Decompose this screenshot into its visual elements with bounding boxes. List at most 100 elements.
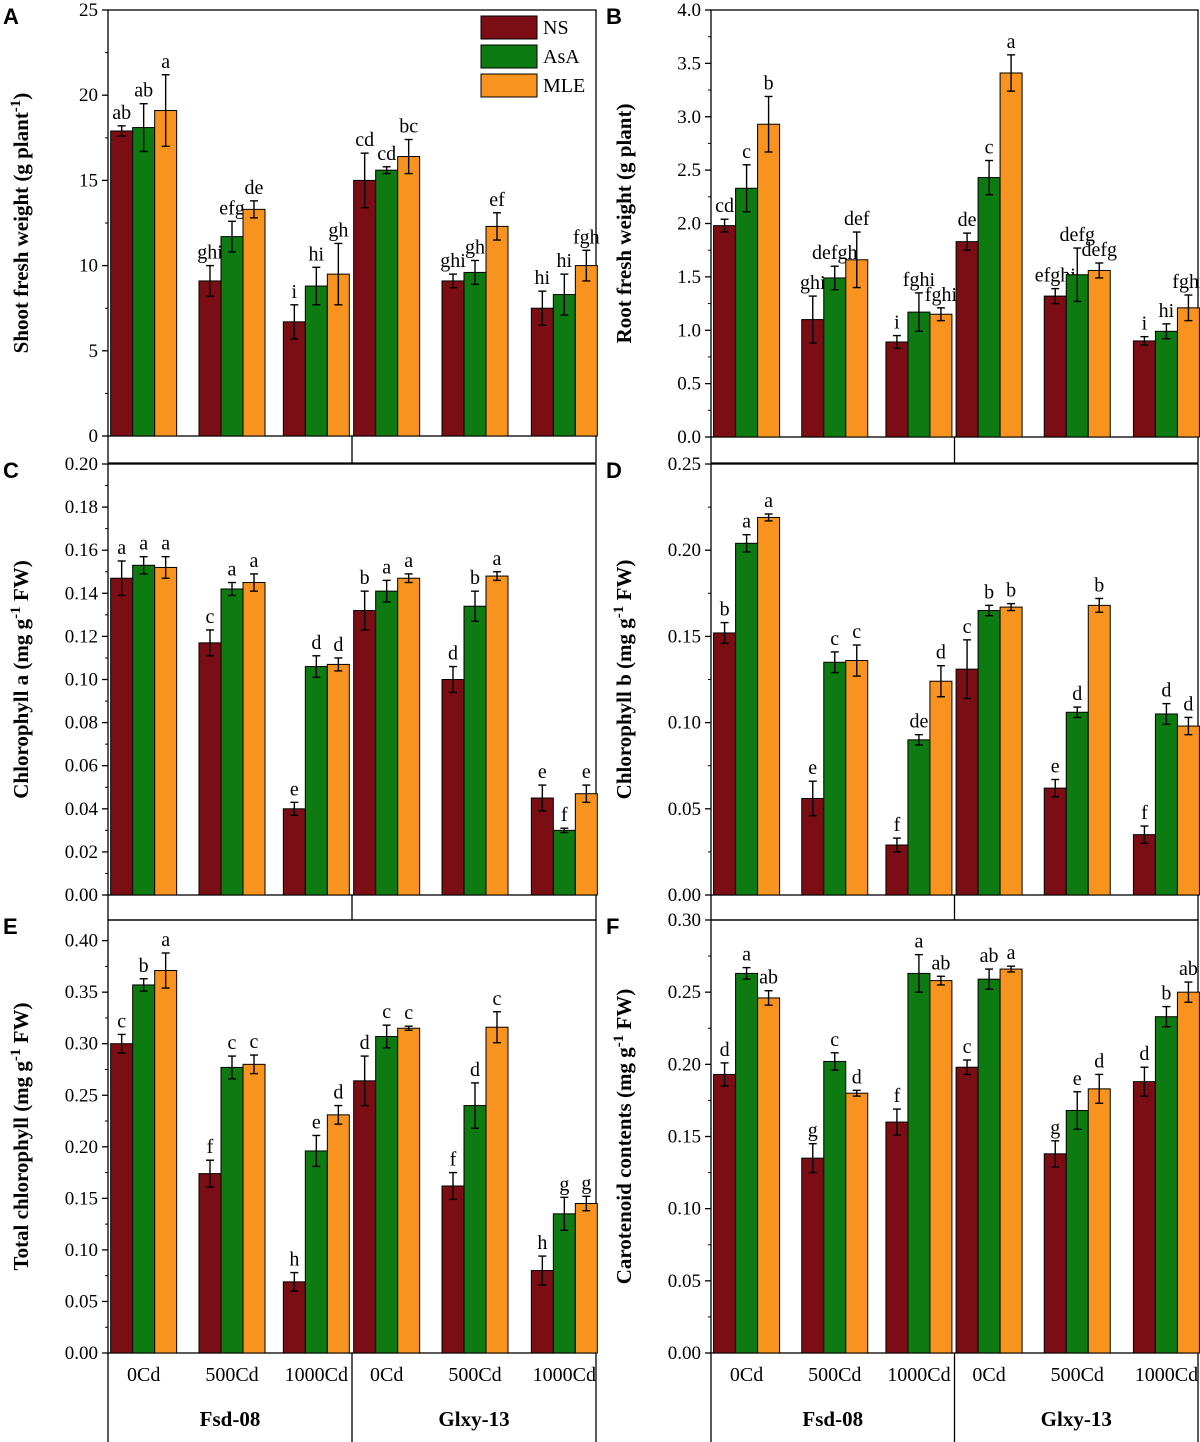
significance-label: d: [1139, 1043, 1149, 1065]
legend-swatch-mle: [480, 73, 538, 98]
significance-label: e: [582, 761, 591, 783]
bar-ns-4: [353, 610, 377, 896]
y-tick-label: 0.20: [668, 540, 701, 561]
significance-label: b: [139, 955, 149, 977]
significance-label: f: [894, 1085, 901, 1107]
significance-label: c: [228, 1032, 237, 1054]
bar-asa-3: [304, 1150, 328, 1354]
significance-label: a: [914, 931, 923, 953]
y-tick-label: 0.30: [668, 910, 701, 931]
y-tick-label: 0.02: [65, 842, 98, 863]
bar-asa-4: [977, 978, 1001, 1354]
bar-mle-4: [999, 606, 1023, 896]
bar-ns-2: [198, 1173, 222, 1354]
bar-ns-3: [885, 1121, 909, 1354]
bar-mle-3: [929, 980, 953, 1354]
y-tick-label: 0.00: [668, 1343, 701, 1364]
bar-mle-1: [154, 970, 178, 1354]
significance-label: d: [470, 1059, 480, 1081]
legend-swatch-asa: [480, 44, 538, 69]
y-tick-label: 2.5: [677, 160, 701, 181]
bar-asa-5: [1065, 711, 1089, 896]
significance-label: cd: [715, 195, 734, 217]
y-tick-label: 0.10: [65, 1240, 98, 1261]
y-tick-label: 0.10: [668, 1199, 701, 1220]
bar-asa-4: [375, 1035, 399, 1354]
bar-asa-5: [463, 271, 487, 437]
y-tick-label: 0.12: [65, 626, 98, 647]
y-tick-label: 0.10: [668, 713, 701, 734]
bar-asa-6: [1154, 1016, 1178, 1354]
y-tick-label: 2.0: [677, 214, 701, 235]
y-tick-label: 0.35: [65, 982, 98, 1003]
significance-label: e: [290, 778, 299, 800]
legend-label-asa: AsA: [543, 46, 580, 68]
significance-label: e: [538, 761, 547, 783]
significance-label: c: [742, 141, 751, 163]
bar-asa-2: [220, 588, 244, 896]
bar-mle-1: [757, 123, 781, 438]
bar-mle-2: [845, 660, 869, 896]
bar-mle-5: [1087, 269, 1111, 438]
significance-label: c: [250, 1031, 259, 1053]
bar-ns-1: [110, 130, 134, 437]
bar-mle-4: [397, 1027, 421, 1354]
significance-label: a: [382, 556, 391, 578]
significance-label: c: [963, 1036, 972, 1058]
bar-ns-4: [955, 1066, 979, 1354]
significance-label: defg: [1081, 239, 1117, 261]
significance-label: g: [1050, 1117, 1060, 1139]
x-category-label: 0Cd: [370, 1364, 403, 1386]
bar-mle-6: [574, 1203, 598, 1354]
bar-asa-4: [977, 177, 1001, 438]
plot-frame: [710, 919, 1199, 1354]
significance-label: c: [117, 1010, 126, 1032]
panel-letter: B: [606, 4, 622, 29]
bar-mle-3: [326, 1114, 350, 1354]
panel-letter: D: [606, 458, 622, 483]
significance-label: a: [493, 548, 502, 570]
bar-mle-6: [574, 793, 598, 896]
bar-asa-4: [977, 610, 1001, 896]
bar-ns-4: [353, 179, 377, 437]
significance-label: b: [360, 567, 370, 589]
bar-ns-1: [110, 577, 134, 896]
y-axis-label: Root fresh weight (g plant): [612, 104, 636, 344]
significance-label: ab: [1179, 958, 1198, 980]
bar-ns-4: [955, 668, 979, 896]
significance-label: h: [537, 1232, 547, 1254]
significance-label: f: [207, 1136, 214, 1158]
significance-label: ghi: [440, 250, 466, 272]
group-label: Glxy-13: [1041, 1407, 1112, 1431]
bar-mle-4: [999, 968, 1023, 1354]
x-category-label: 0Cd: [730, 1364, 763, 1386]
y-tick-label: 0: [89, 426, 99, 447]
bar-ns-1: [110, 1043, 134, 1354]
bar-asa-4: [375, 169, 399, 437]
significance-label: c: [985, 137, 994, 159]
significance-label: de: [909, 711, 928, 733]
significance-label: f: [450, 1149, 457, 1171]
bar-ns-2: [198, 280, 222, 437]
significance-label: gh: [328, 219, 348, 241]
y-tick-label: 0.04: [65, 799, 99, 820]
bar-mle-2: [242, 582, 266, 896]
bar-mle-3: [929, 313, 953, 438]
significance-label: de: [245, 177, 264, 199]
y-tick-label: 3.0: [677, 107, 701, 128]
significance-label: ab: [112, 102, 131, 124]
panel-letter: F: [606, 914, 619, 939]
legend: NS AsA MLE: [480, 15, 585, 98]
y-tick-label: 0.05: [65, 1291, 98, 1312]
y-tick-label: 0.18: [65, 497, 98, 518]
y-tick-label: 25: [79, 0, 98, 21]
bar-asa-3: [304, 285, 328, 437]
bar-asa-6: [552, 294, 576, 437]
significance-label: cd: [377, 143, 396, 165]
bar-mle-4: [397, 577, 421, 896]
bar-asa-1: [735, 187, 759, 438]
x-category-label: 0Cd: [127, 1364, 160, 1386]
bar-mle-6: [1176, 307, 1200, 438]
